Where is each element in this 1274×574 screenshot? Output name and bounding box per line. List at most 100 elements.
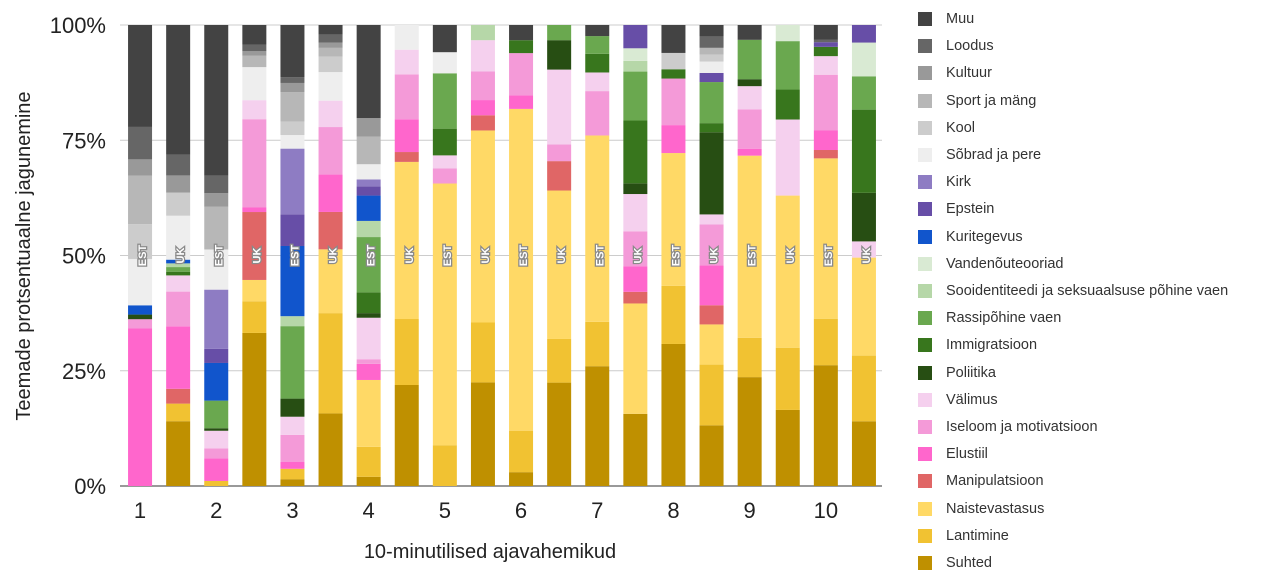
bar-segment: [166, 275, 191, 292]
bar-segment: [699, 123, 724, 133]
legend-item: Rassipõhine vaen: [918, 307, 1061, 329]
bar-segment: [813, 318, 838, 366]
legend-swatch: [918, 338, 932, 353]
bar-segment: [699, 36, 724, 48]
bar-segment: [280, 214, 305, 246]
x-tick-label: 7: [591, 498, 603, 523]
bar-segment: [432, 52, 457, 74]
bar-segment: [775, 41, 800, 90]
bar-segment: [432, 183, 457, 446]
bar-segment: [280, 245, 305, 317]
bar-segment: [813, 365, 838, 486]
legend-item: Kool: [918, 117, 975, 139]
bar-segment: [737, 337, 762, 378]
x-tick-label: 10: [814, 498, 838, 523]
legend-item: Kultuur: [918, 62, 992, 84]
bar-segment: [699, 214, 724, 225]
bar-segment: [356, 179, 381, 187]
bar-segment: [166, 326, 191, 389]
bar-segment: [242, 25, 267, 45]
bar-segment: [204, 448, 229, 459]
legend-label: Immigratsioon: [946, 337, 1038, 354]
legend-swatch: [918, 556, 932, 570]
bar-segment: [470, 130, 495, 323]
legend-swatch: [918, 284, 932, 298]
legend-item: Iseloom ja motivatsioon: [918, 416, 1098, 438]
bar-segment: [851, 76, 876, 110]
bar-segment: [851, 241, 876, 258]
legend-item: Vandenõuteooriad: [918, 253, 1063, 275]
bar-segment: [737, 79, 762, 87]
bar-segment: [737, 39, 762, 80]
legend-swatch: [918, 311, 932, 326]
bar-segment: [242, 332, 267, 486]
bar-segment: [547, 338, 572, 383]
bar-segment: [775, 409, 800, 486]
bar-segment: [432, 25, 457, 53]
legend-swatch: [918, 66, 932, 81]
x-tick-label: 9: [744, 498, 756, 523]
bar-segment: [280, 326, 305, 399]
bar-segment: [280, 461, 305, 469]
legend-item: Sooidentiteedi ja seksuaalsuse põhine va…: [918, 280, 1228, 302]
bar-segment: [356, 379, 381, 447]
bar-segment: [204, 193, 229, 207]
bar-segment: [128, 258, 153, 306]
legend-label: Manipulatsioon: [946, 473, 1044, 490]
bar-segment: [394, 119, 419, 153]
x-tick-label: 5: [439, 498, 451, 523]
legend-swatch: [918, 148, 932, 162]
legend-label: Muu: [946, 11, 975, 27]
legend-swatch: [918, 93, 932, 108]
legend-item: Epstein: [918, 198, 994, 220]
bar-segment: [394, 25, 419, 50]
bar-segment: [509, 472, 534, 486]
bar-segment: [318, 42, 343, 48]
bar-segment: [813, 74, 838, 131]
bar-segment: [204, 362, 229, 401]
bar-segment: [166, 259, 191, 264]
bar-segment: [204, 458, 229, 481]
bar-segment: [623, 25, 648, 49]
bar-segment: [813, 56, 838, 75]
bar-label: UK: [328, 248, 340, 264]
legend-item: Sõbrad ja pere: [918, 144, 1041, 166]
x-tick-label: 3: [286, 498, 298, 523]
bar-segment: [813, 25, 838, 40]
bar-segment: [204, 428, 229, 431]
legend-swatch: [918, 528, 932, 543]
bar-segment: [356, 25, 381, 119]
bar-segment: [623, 231, 648, 267]
legend-label: Sooidentiteedi ja seksuaalsuse põhine va…: [946, 283, 1229, 299]
bar-segment: [356, 136, 381, 165]
bar-segment: [813, 158, 838, 319]
bar-segment: [204, 400, 229, 429]
bar-segment: [432, 445, 457, 486]
bar-segment: [318, 100, 343, 128]
bar-segment: [737, 25, 762, 40]
bar-segment: [661, 52, 686, 70]
bar-segment: [547, 25, 572, 41]
bar-segment: [813, 39, 838, 43]
bar-label: EST: [518, 245, 530, 267]
legend-item: Elustiil: [918, 443, 988, 465]
bar-segment: [585, 321, 610, 367]
bar-segment: [128, 224, 153, 259]
bar-segment: [166, 388, 191, 404]
bar-segment: [204, 289, 229, 349]
bar-segment: [432, 128, 457, 156]
bar-segment: [585, 72, 610, 92]
bar-segment: [280, 398, 305, 417]
legend-item: Loodus: [918, 35, 994, 57]
bar-segment: [204, 249, 229, 290]
legend-swatch: [918, 120, 932, 135]
bar-label: EST: [289, 245, 301, 267]
legend-label: Kultuur: [946, 65, 992, 82]
bar-segment: [204, 25, 229, 176]
bar-segment: [280, 92, 305, 122]
bar-segment: [128, 319, 153, 329]
bar-segment: [699, 132, 724, 215]
y-tick-label: 100%: [50, 13, 106, 38]
legend-label: Epstein: [946, 201, 995, 218]
bar-segment: [623, 60, 648, 72]
